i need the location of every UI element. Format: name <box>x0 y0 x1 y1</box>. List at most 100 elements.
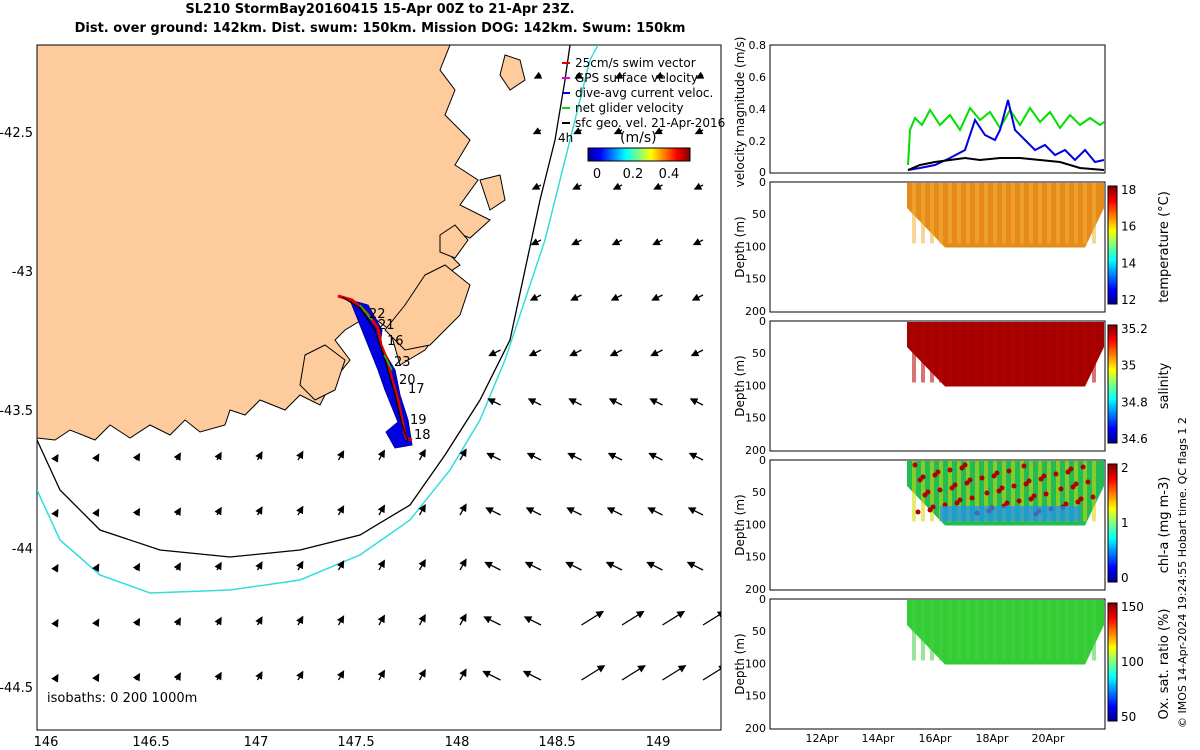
current-vector-arrow <box>51 618 59 628</box>
oxygen-colorbar-label: Ox. sat. ratio (%) <box>1157 609 1172 720</box>
lat-tick-44: -44 <box>12 542 33 557</box>
map-title-line1: SL210 StormBay20160415 15-Apr 00Z to 21-… <box>185 2 575 17</box>
current-vector-arrow <box>255 561 263 571</box>
island-3 <box>479 174 506 211</box>
salinity-depth-tick-100: 100 <box>745 379 766 392</box>
current-vector-arrow <box>650 349 663 357</box>
current-vector-arrow <box>132 452 141 462</box>
current-vector-arrow <box>647 507 663 516</box>
salinity-colorbar-tick-35.2: 35.2 <box>1121 322 1148 336</box>
current-vector-arrow <box>606 507 623 516</box>
chla-colorbar-label: chl-a (mg m-3) <box>1157 477 1172 574</box>
current-vector-arrow <box>418 668 426 681</box>
chla-depth-tick-50: 50 <box>752 486 766 499</box>
current-vector-arrow <box>689 398 704 406</box>
glider-net-track <box>341 296 409 441</box>
current-vector-arrow <box>565 561 582 571</box>
oxygen-depth-ylabel: Depth (m) <box>733 633 747 694</box>
current-vector-arrow <box>214 671 222 681</box>
speed-colorbar: (m/s) 0 0.2 0.4 <box>587 130 691 182</box>
chla-colorbar-tick-1: 1 <box>1121 516 1129 530</box>
current-vector-arrow <box>255 671 263 681</box>
vel-tick-0: 0 <box>759 166 766 179</box>
current-vector-arrow <box>51 563 59 573</box>
island-4 <box>499 54 526 91</box>
current-vector-arrow <box>377 559 385 571</box>
x-tick-12apr: 12Apr <box>805 732 839 745</box>
current-vector-arrow <box>573 127 582 135</box>
current-vector-arrow <box>255 451 263 461</box>
temperature-panel: Depth (m) 0 50 100 150 200 12 14 16 18 temperature… <box>733 176 1172 318</box>
current-vector-arrow <box>662 610 686 626</box>
temperature-depth-tick-0: 0 <box>759 176 766 189</box>
current-vector-arrow <box>686 561 704 571</box>
current-vector-arrow <box>702 610 721 626</box>
oxygen-depth-tick-0: 0 <box>759 593 766 606</box>
temperature-colorbar-tick-12: 12 <box>1121 293 1136 307</box>
legend-net-velocity: net glider velocity <box>575 101 683 115</box>
legend-sfc-geo: sfc geo. vel. 21-Apr-2016 <box>575 116 725 130</box>
current-vector-arrow <box>485 507 501 516</box>
oxygen-colorbar-tick-150: 150 <box>1121 600 1144 614</box>
current-vector-arrow <box>214 451 222 461</box>
salinity-colorbar-tick-35: 35 <box>1121 359 1136 373</box>
temperature-colorbar-label: temperature (°C) <box>1157 191 1172 303</box>
current-vector-arrow <box>296 560 304 571</box>
day-label-23: 23 <box>394 355 411 370</box>
lon-tick-148.5: 148.5 <box>538 735 575 750</box>
current-vector-arrow <box>51 508 59 518</box>
current-vector-arrow <box>523 616 542 626</box>
current-vector-arrow <box>484 561 501 571</box>
current-vector-arrow <box>529 293 542 301</box>
current-vector-arrow <box>621 610 645 626</box>
footer-credit: © IMOS 14-Apr-2024 19:24:55 Hobart time.… <box>1176 417 1189 728</box>
x-tick-16apr: 16Apr <box>918 732 952 745</box>
current-vector-arrow <box>255 616 263 626</box>
chla-colorbar-tick-0: 0 <box>1121 571 1129 585</box>
current-vector-arrow <box>610 293 623 301</box>
current-vector-arrow <box>132 507 141 517</box>
current-vector-arrow <box>646 561 663 571</box>
current-vector-arrow <box>571 238 582 246</box>
current-vector-arrow <box>607 452 623 461</box>
current-vector-arrow <box>605 561 623 571</box>
temperature-colorbar-tick-18: 18 <box>1121 183 1136 197</box>
vel-tick-0.8: 0.8 <box>749 39 767 52</box>
lon-tick-148: 148 <box>445 735 470 750</box>
current-vector-arrow <box>483 616 501 626</box>
current-vector-arrow <box>459 448 467 461</box>
current-vector-arrow <box>336 560 345 571</box>
current-vector-arrow <box>132 617 141 627</box>
x-tick-18apr: 18Apr <box>975 732 1009 745</box>
velocity-series-blue <box>907 99 1105 171</box>
temperature-depth-tick-100: 100 <box>745 240 766 253</box>
glider-green-marks <box>359 304 393 371</box>
current-vector-arrow <box>690 349 704 357</box>
isobath-1000 <box>37 45 599 594</box>
current-vector-arrow <box>566 507 582 516</box>
current-vector-arrow <box>296 450 304 461</box>
current-vector-arrow <box>459 668 467 681</box>
current-vector-arrow <box>654 127 663 135</box>
current-vector-arrow <box>651 293 663 301</box>
current-vector-arrow <box>418 448 426 461</box>
current-vector-arrow <box>173 672 181 681</box>
current-vector-arrow <box>51 673 59 683</box>
current-vector-arrow <box>572 182 582 190</box>
current-vector-arrow <box>662 665 687 681</box>
current-vector-arrow <box>296 670 304 681</box>
current-vector-arrow <box>418 503 426 516</box>
vel-tick-0.2: 0.2 <box>749 135 767 148</box>
temperature-colorbar-tick-16: 16 <box>1121 220 1136 234</box>
current-vector-arrow <box>418 613 426 626</box>
vel-tick-0.4: 0.4 <box>749 103 767 116</box>
current-vector-arrow <box>486 452 501 461</box>
salinity-depth-tick-0: 0 <box>759 315 766 328</box>
lat-tick-43.5: -43.5 <box>0 404 33 419</box>
chla-panel: Depth (m) 0 50 100 150 200 0 1 2 chl-a (mg m-3) <box>733 454 1172 596</box>
current-vector-arrow <box>336 670 345 681</box>
temperature-depth-tick-150: 150 <box>745 273 766 286</box>
salinity-colorbar <box>1107 324 1118 444</box>
current-vector-arrow <box>214 616 222 626</box>
current-vector-arrow <box>533 71 543 79</box>
